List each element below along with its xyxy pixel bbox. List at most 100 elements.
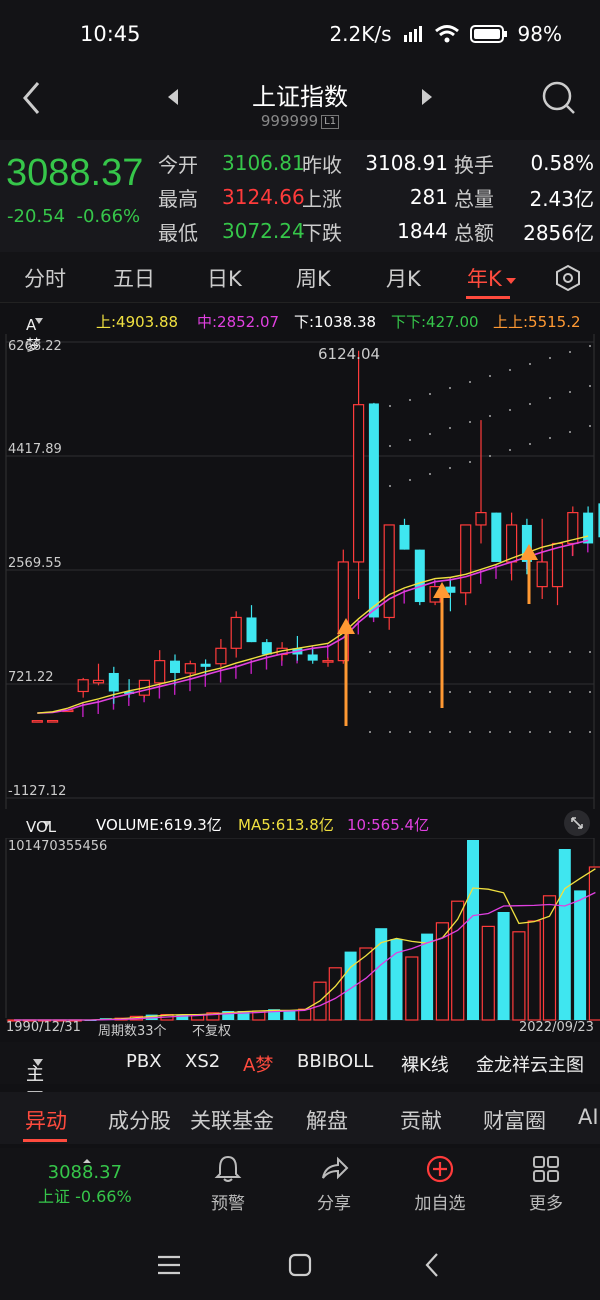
indicator-tab-bbiboll[interactable]: BBIBOLL bbox=[297, 1051, 374, 1072]
content-tabs: 异动 成分股 关联基金 解盘 贡献 财富圈 AI bbox=[0, 1092, 600, 1144]
tab-intraday[interactable]: 分时 bbox=[24, 267, 66, 291]
alert-button[interactable]: 预警 bbox=[193, 1154, 263, 1214]
dot bbox=[549, 357, 551, 359]
dot bbox=[469, 461, 471, 463]
dot bbox=[589, 345, 591, 347]
settings-icon[interactable] bbox=[554, 264, 582, 292]
tab-related-funds[interactable]: 关联基金 bbox=[190, 1109, 274, 1133]
tab-contribution[interactable]: 贡献 bbox=[400, 1109, 442, 1133]
moving-averages bbox=[37, 535, 589, 714]
tab-analysis[interactable]: 解盘 bbox=[306, 1109, 348, 1133]
search-icon[interactable] bbox=[541, 80, 577, 116]
dot bbox=[529, 691, 531, 693]
mini-label: 上证 -0.66% bbox=[38, 1187, 132, 1206]
dot bbox=[469, 421, 471, 423]
dot bbox=[569, 731, 571, 733]
dot bbox=[489, 731, 491, 733]
dot bbox=[509, 691, 511, 693]
clock: 10:45 bbox=[80, 22, 141, 46]
tab-ai[interactable]: AI bbox=[578, 1105, 599, 1129]
add-watchlist-button[interactable]: 加自选 bbox=[405, 1154, 475, 1214]
dot bbox=[529, 363, 531, 365]
volume-bar bbox=[527, 920, 541, 1021]
candle-body bbox=[491, 512, 502, 562]
menu-icon[interactable] bbox=[156, 1254, 182, 1276]
back-icon[interactable] bbox=[18, 80, 48, 116]
dot bbox=[529, 443, 531, 445]
tab-yearly-k[interactable]: 年K bbox=[467, 263, 517, 293]
ma-magenta-line bbox=[37, 539, 589, 714]
indicator-tab-jinlong[interactable]: 金龙祥云主图 bbox=[476, 1055, 584, 1076]
quote-row: 最低 3072.24 下跌 1844 总额 2856亿 bbox=[158, 214, 594, 248]
indicator-tab-ameng[interactable]: A梦 bbox=[243, 1055, 274, 1076]
indicator-name[interactable]: A梦 bbox=[26, 311, 44, 354]
expand-icon[interactable] bbox=[563, 809, 591, 837]
arrow-head bbox=[433, 582, 451, 598]
candle-body bbox=[445, 586, 456, 593]
dot bbox=[389, 485, 391, 487]
indicator-tab-naked-k[interactable]: 裸K线 bbox=[401, 1055, 449, 1076]
tab-daily-k[interactable]: 日K bbox=[207, 267, 242, 291]
indicator-tab-pbx[interactable]: PBX bbox=[126, 1051, 162, 1072]
dot bbox=[569, 691, 571, 693]
change-value: -20.54 bbox=[7, 206, 66, 227]
tab-five-day[interactable]: 五日 bbox=[113, 267, 155, 291]
dot bbox=[509, 449, 511, 451]
back-nav-icon[interactable] bbox=[424, 1252, 440, 1278]
dot bbox=[429, 731, 431, 733]
candle-body bbox=[31, 720, 43, 723]
prev-arrow-icon[interactable] bbox=[166, 88, 180, 106]
active-tab-indicator bbox=[466, 296, 510, 299]
tab-movements[interactable]: 异动 bbox=[25, 1109, 67, 1133]
band-tick bbox=[357, 620, 359, 635]
volume-bar bbox=[542, 895, 557, 1021]
candlestick-chart[interactable]: 6266.22 4417.89 2569.55 721.22 -1127.12 6124.… bbox=[0, 334, 600, 809]
dot bbox=[589, 385, 591, 387]
annotation-arrows bbox=[337, 544, 538, 726]
band-tick bbox=[158, 684, 161, 699]
volume-bar bbox=[481, 925, 495, 1021]
tab-constituents[interactable]: 成分股 bbox=[108, 1109, 171, 1133]
dot bbox=[509, 369, 511, 371]
tab-weekly-k[interactable]: 周K bbox=[296, 267, 331, 291]
volume-bar bbox=[328, 967, 342, 1021]
y-tick-label: 721.22 bbox=[8, 670, 54, 685]
mini-quote[interactable]: 3088.37 上证 -0.66% bbox=[38, 1159, 132, 1207]
share-button[interactable]: 分享 bbox=[299, 1154, 369, 1214]
y-tick-label: 6266.22 bbox=[8, 339, 62, 354]
tab-monthly-k[interactable]: 月K bbox=[386, 267, 421, 291]
quote-row: 今开 3106.81 昨收 3108.91 换手 0.58% bbox=[158, 146, 594, 180]
volume-ma5: MA5:613.8亿 bbox=[238, 816, 334, 834]
main-chart-menu[interactable]: 主图 bbox=[26, 1051, 44, 1111]
candle-body bbox=[414, 549, 425, 603]
peak-annotation: 6124.04 bbox=[318, 345, 380, 363]
action-bar: 3088.37 上证 -0.66% 预警 分享 加自选 更多 bbox=[0, 1148, 600, 1218]
volume-chart[interactable]: 101470355456 bbox=[0, 838, 600, 1038]
bell-icon bbox=[214, 1155, 242, 1182]
volume-bar bbox=[467, 840, 479, 1020]
dot bbox=[469, 381, 471, 383]
add-watchlist-label: 加自选 bbox=[414, 1194, 466, 1214]
dot bbox=[549, 691, 551, 693]
more-button[interactable]: 更多 bbox=[511, 1154, 581, 1214]
band-tick bbox=[265, 655, 268, 670]
candle-body bbox=[307, 654, 318, 661]
volume-ma10: 10:565.4亿 bbox=[347, 816, 430, 834]
system-nav-bar bbox=[0, 1218, 600, 1300]
band-tick bbox=[495, 564, 497, 579]
volume-bar bbox=[435, 922, 449, 1021]
dot bbox=[529, 731, 531, 733]
y-axis-labels: 6266.22 4417.89 2569.55 721.22 -1127.12 6124.… bbox=[8, 339, 380, 799]
vol-label: VOL bbox=[26, 818, 57, 836]
home-icon[interactable] bbox=[288, 1253, 312, 1277]
indicator-upup: 上上:5515.2 bbox=[493, 313, 581, 331]
indicator-tab-xs2[interactable]: XS2 bbox=[185, 1051, 221, 1072]
dot bbox=[489, 455, 491, 457]
dot bbox=[549, 651, 551, 653]
next-arrow-icon[interactable] bbox=[420, 88, 434, 106]
tab-wealth-circle[interactable]: 财富圈 bbox=[483, 1109, 546, 1133]
dot bbox=[509, 651, 511, 653]
volume-indicator-name[interactable]: VOL bbox=[26, 814, 56, 836]
alert-label: 预警 bbox=[211, 1194, 245, 1214]
band-tick bbox=[403, 589, 405, 604]
